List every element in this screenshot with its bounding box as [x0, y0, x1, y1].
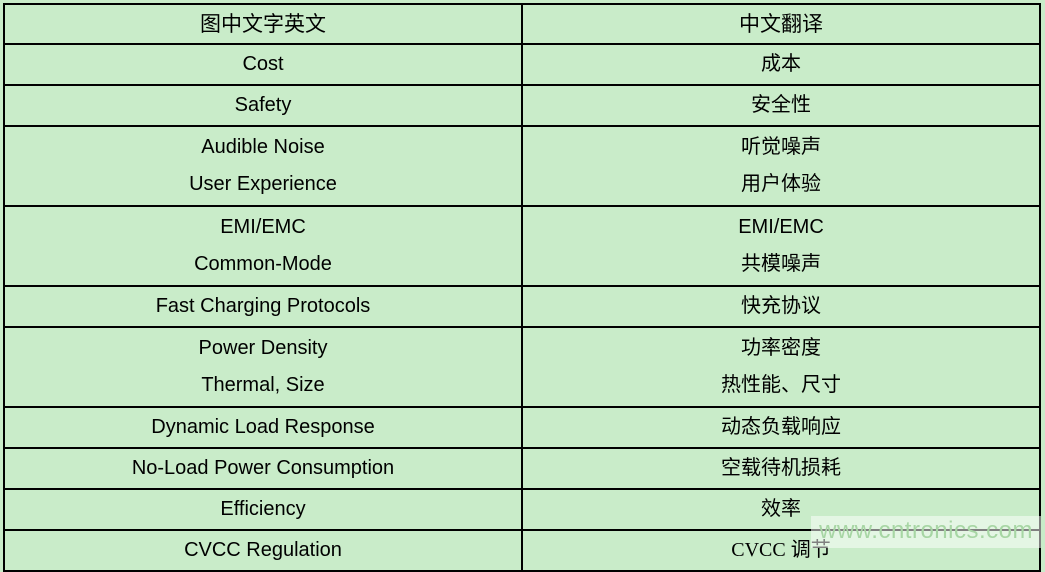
cell-english: Efficiency	[3, 488, 523, 531]
cell-chinese: 成本	[521, 43, 1041, 86]
cell-line: 动态负载响应	[721, 416, 841, 438]
cell-line: No-Load Power Consumption	[131, 457, 395, 479]
header-cell-english: 图中文字英文	[3, 3, 523, 45]
cell-english: Safety	[3, 84, 523, 127]
watermark: www.cntronics.com	[811, 516, 1041, 548]
table-row: Audible Noise User Experience 听觉噪声用户体验	[3, 125, 1041, 207]
cell-english: Dynamic Load Response	[3, 406, 523, 449]
cell-chinese: EMI/EMC 共模噪声	[521, 205, 1041, 287]
header-row: 图中文字英文 中文翻译	[3, 3, 1041, 45]
cell-line: 成本	[761, 53, 801, 75]
cell-line: 共模噪声	[741, 253, 821, 275]
cell-line: 热性能、尺寸	[721, 374, 841, 396]
cell-chinese: 安全性	[521, 84, 1041, 127]
table-row: Safety 安全性	[3, 84, 1041, 127]
cell-line: 听觉噪声	[741, 136, 821, 158]
cell-chinese: 动态负载响应	[521, 406, 1041, 449]
cell-english: No-Load Power Consumption	[3, 447, 523, 490]
cell-line: 功率密度	[741, 337, 821, 359]
cell-line: Safety	[234, 94, 292, 116]
cell-english: Cost	[3, 43, 523, 86]
cell-english: Audible Noise User Experience	[3, 125, 523, 207]
cell-line: Cost	[242, 53, 284, 75]
cell-line: Power Density	[198, 337, 328, 359]
cell-line: Efficiency	[220, 498, 306, 520]
cell-english: Power Density Thermal, Size	[3, 326, 523, 408]
table-row: Dynamic Load Response 动态负载响应	[3, 406, 1041, 449]
table-row: Power Density Thermal, Size 功率密度热性能、尺寸	[3, 326, 1041, 408]
cell-line: 安全性	[751, 94, 811, 116]
cell-line: User Experience	[189, 173, 337, 195]
cell-chinese: 空载待机损耗	[521, 447, 1041, 490]
table-body: Cost 成本 Safety 安全性 Audible Noise User Experie…	[3, 43, 1041, 572]
table-row: Cost 成本	[3, 43, 1041, 86]
cell-english: EMI/EMC Common-Mode	[3, 205, 523, 287]
cell-line: EMI/EMC	[220, 216, 306, 238]
cell-line: 效率	[761, 498, 801, 520]
table-row: No-Load Power Consumption 空载待机损耗	[3, 447, 1041, 490]
table-row: EMI/EMC Common-Mode EMI/EMC 共模噪声	[3, 205, 1041, 287]
header-cell-chinese: 中文翻译	[521, 3, 1041, 45]
table-row: Efficiency 效率	[3, 488, 1041, 531]
cell-chinese: 功率密度热性能、尺寸	[521, 326, 1041, 408]
cell-line: 空载待机损耗	[721, 457, 841, 479]
translation-table: 图中文字英文 中文翻译 Cost 成本 Safety 安全性 Audible Noise…	[3, 3, 1041, 572]
cell-line: Dynamic Load Response	[151, 416, 375, 438]
cell-line: Fast Charging Protocols	[155, 295, 371, 317]
cell-english: CVCC Regulation	[3, 529, 523, 572]
cell-line: 用户体验	[741, 173, 821, 195]
cell-chinese: 快充协议	[521, 285, 1041, 328]
cell-line: Audible Noise	[201, 136, 325, 158]
cell-line: Thermal, Size	[201, 374, 325, 396]
cell-line: 快充协议	[741, 295, 821, 317]
cell-line: Common-Mode	[194, 253, 332, 275]
cell-english: Fast Charging Protocols	[3, 285, 523, 328]
cell-chinese: 听觉噪声 用户体验	[521, 125, 1041, 207]
cell-line: CVCC Regulation	[184, 539, 342, 561]
table-row: Fast Charging Protocols 快充协议	[3, 285, 1041, 328]
table-header: 图中文字英文 中文翻译	[3, 3, 1041, 45]
cell-line: EMI/EMC	[738, 216, 824, 238]
